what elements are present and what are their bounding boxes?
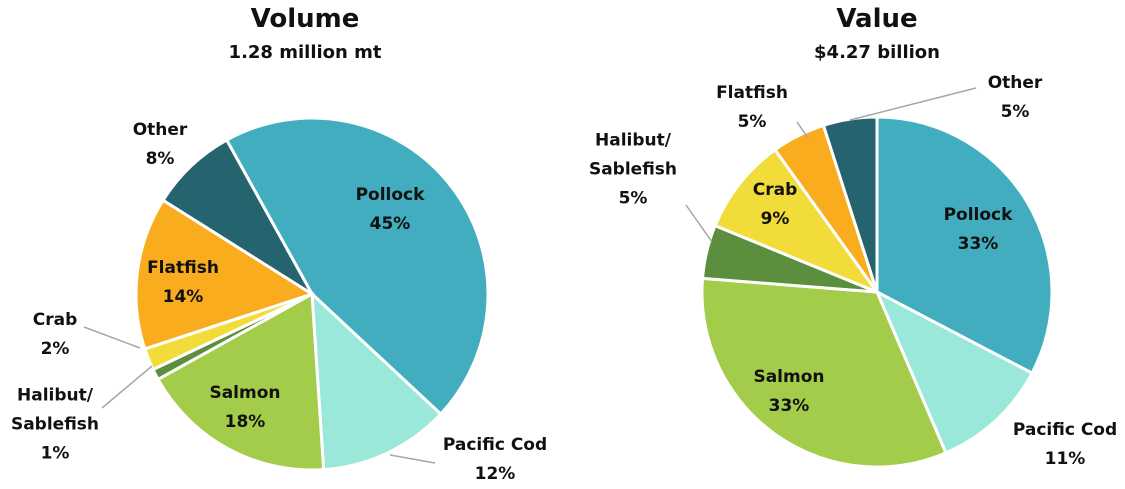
category-label: Pacific Cod bbox=[1012, 420, 1118, 440]
slice-label: Pacific Cod 11% bbox=[1010, 416, 1120, 474]
slice-label: Pacific Cod 12% bbox=[440, 431, 550, 489]
category-label: Flatfish bbox=[716, 83, 788, 103]
value-label: 11% bbox=[1044, 449, 1086, 469]
value-label: 33% bbox=[957, 234, 999, 254]
chart-subtitle: $4.27 billion bbox=[814, 42, 940, 63]
category-label: Pollock bbox=[943, 205, 1013, 225]
value-label: 45% bbox=[369, 214, 411, 234]
slice-label: Salmon 18% bbox=[190, 379, 300, 437]
value-label: 5% bbox=[1000, 102, 1030, 122]
leader-line bbox=[83, 326, 141, 349]
category-label: Salmon bbox=[209, 383, 281, 403]
value-label: 5% bbox=[737, 112, 767, 132]
category-label: Other bbox=[132, 120, 188, 140]
slice-label: Flatfish 5% bbox=[697, 79, 807, 137]
slice-label: Halibut/ Sablefish 5% bbox=[578, 127, 688, 214]
value-label: 8% bbox=[145, 149, 175, 169]
leader-line bbox=[101, 365, 153, 409]
category-label: Halibut/ Sablefish bbox=[588, 130, 678, 180]
slice-label: Pollock 45% bbox=[335, 181, 445, 239]
chart-title: Volume bbox=[250, 4, 360, 34]
slice-label: Crab 2% bbox=[0, 306, 110, 364]
category-label: Halibut/ Sablefish bbox=[10, 385, 100, 435]
chart-subtitle: 1.28 million mt bbox=[228, 42, 382, 63]
leader-line bbox=[796, 121, 809, 139]
pie-slice bbox=[713, 147, 882, 296]
value-label: 2% bbox=[40, 339, 70, 359]
value-label: 14% bbox=[162, 287, 204, 307]
pie-slice bbox=[156, 291, 326, 472]
leader-line bbox=[389, 454, 436, 464]
category-label: Crab bbox=[752, 180, 798, 200]
value-label: 18% bbox=[224, 412, 266, 432]
pie-slice bbox=[821, 115, 879, 293]
leader-line bbox=[685, 204, 713, 243]
category-label: Pacific Cod bbox=[442, 435, 548, 455]
slice-label: Other 8% bbox=[105, 116, 215, 174]
value-label: 1% bbox=[40, 443, 70, 464]
value-label: 12% bbox=[474, 464, 516, 484]
pie-slice bbox=[161, 138, 314, 296]
pie-slice bbox=[310, 290, 443, 472]
category-label: Crab bbox=[32, 310, 78, 330]
value-label: 9% bbox=[760, 209, 790, 229]
chart-title: Value bbox=[836, 4, 918, 34]
slice-label: Halibut/ Sablefish 1% bbox=[0, 382, 110, 469]
slice-label: Salmon 33% bbox=[734, 363, 844, 421]
pie-slice bbox=[224, 116, 490, 417]
pie-slice bbox=[875, 115, 1054, 376]
pie-slice bbox=[700, 276, 948, 469]
category-label: Flatfish bbox=[147, 258, 219, 278]
value-label: 5% bbox=[618, 188, 648, 209]
slice-label: Other 5% bbox=[960, 69, 1070, 127]
category-label: Other bbox=[987, 73, 1043, 93]
pie-slice bbox=[134, 198, 316, 351]
slice-label: Pollock 33% bbox=[923, 201, 1033, 259]
pie-slice bbox=[873, 288, 1035, 455]
category-label: Pollock bbox=[355, 185, 425, 205]
value-label: 33% bbox=[768, 396, 810, 416]
leader-line bbox=[849, 87, 977, 121]
slice-label: Flatfish 14% bbox=[128, 254, 238, 312]
slice-label: Crab 9% bbox=[720, 176, 830, 234]
category-label: Salmon bbox=[753, 367, 825, 387]
